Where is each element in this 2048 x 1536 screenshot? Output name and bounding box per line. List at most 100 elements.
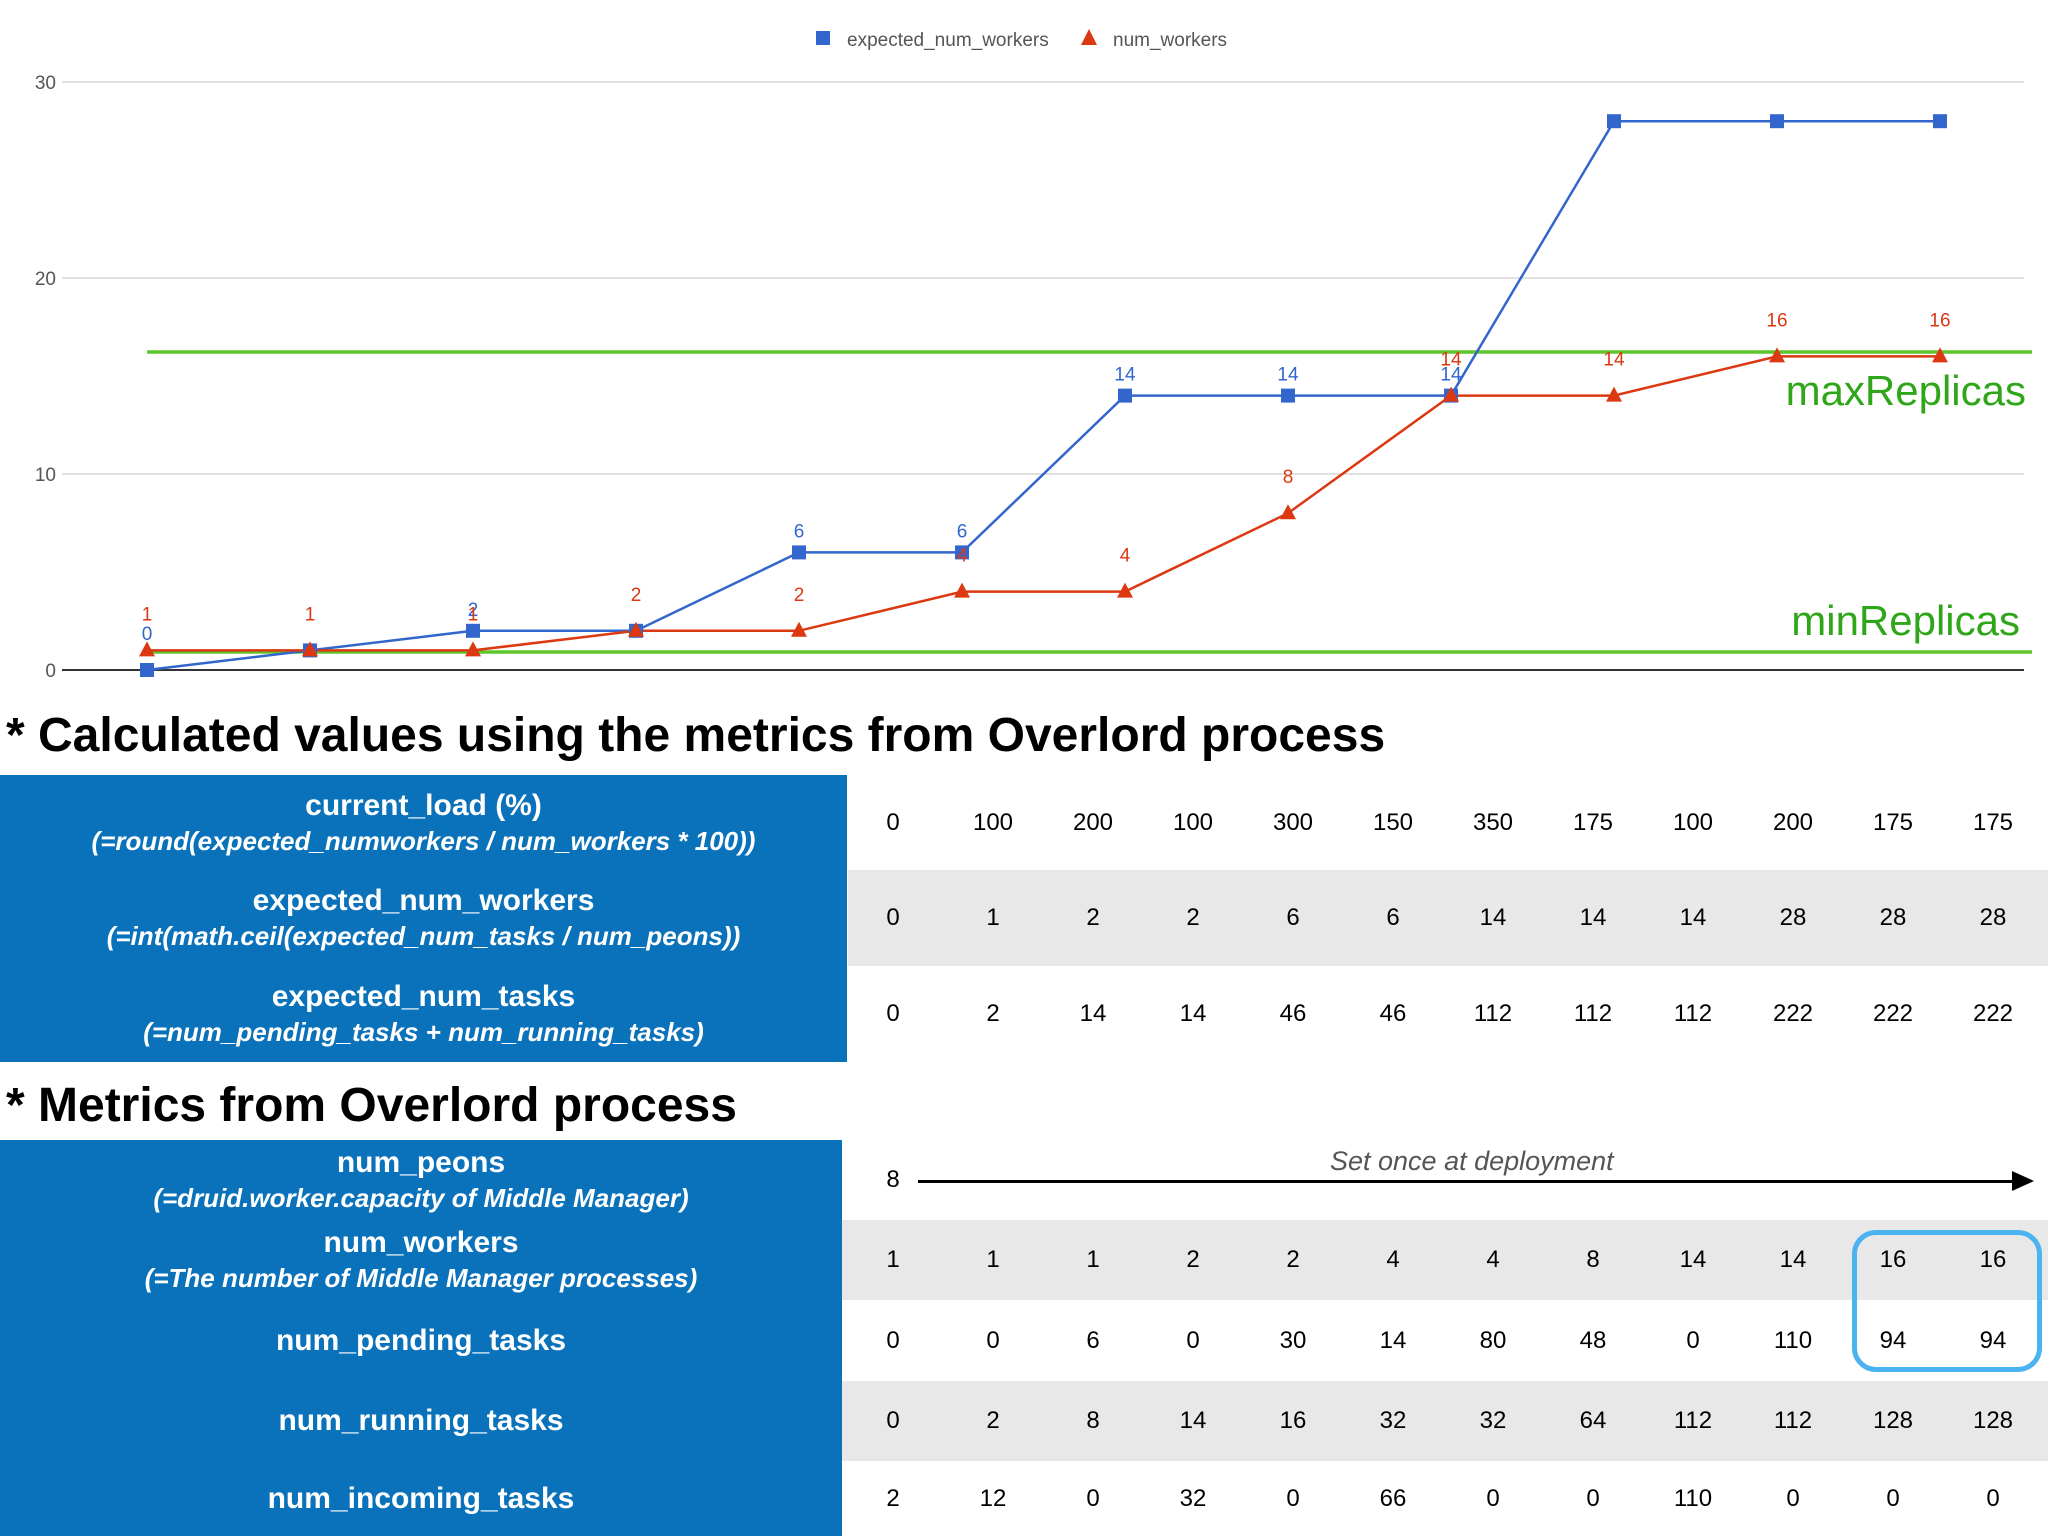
value-cell: 300 xyxy=(1272,808,1314,836)
num-peons-value: 8 xyxy=(886,1166,900,1193)
metric-formula: (=round(expected_numworkers / num_worker… xyxy=(91,825,756,856)
value-cell: 2 xyxy=(886,1484,900,1512)
point-num_workers xyxy=(1117,582,1133,598)
value-cell: 0 xyxy=(1786,1484,1800,1512)
value-cell: 14 xyxy=(1579,904,1607,931)
point-num_workers xyxy=(1932,347,1948,363)
value-cell: 0 xyxy=(886,1407,900,1434)
value-cell: 0 xyxy=(886,1000,900,1027)
value-cell: 0 xyxy=(1586,1484,1600,1512)
metric-name: num_workers xyxy=(323,1226,519,1259)
point-expected_num_workers xyxy=(792,545,806,560)
value-cell: 14 xyxy=(1479,904,1507,931)
metric-name: expected_num_tasks xyxy=(271,980,576,1013)
point-num_workers xyxy=(1769,347,1785,363)
section2-row-label-0: num_workers (=The number of Middle Manage… xyxy=(0,1220,842,1300)
value-cell: 2 xyxy=(1086,904,1100,931)
data-label-expected_num_workers: 6 xyxy=(794,521,805,542)
value-cell: 1 xyxy=(886,1246,900,1273)
highlight-box xyxy=(1852,1230,2042,1372)
value-cell: 94 xyxy=(1879,1326,1907,1354)
value-cell: 175 xyxy=(1572,808,1614,836)
value-cell: 1 xyxy=(986,904,1000,931)
data-label-num_workers: 2 xyxy=(794,585,805,606)
value-cell: 0 xyxy=(1986,1484,2000,1512)
data-label-num_workers: 14 xyxy=(1603,350,1625,371)
series-line-num_workers xyxy=(147,355,1940,652)
value-cell: 4 xyxy=(1486,1246,1500,1273)
value-cell: 4 xyxy=(1386,1246,1400,1273)
value-cell: 16 xyxy=(1979,1246,2007,1273)
section2-values-row-1: 0 0 6 0 30 14 80 48 0 110 94 94 xyxy=(842,1300,2048,1381)
value-cell: 46 xyxy=(1279,1000,1307,1027)
section2-values-row-2: 0 2 8 14 16 32 32 64 112 112 128 128 xyxy=(842,1381,2048,1461)
value-cell: 0 xyxy=(886,1326,900,1354)
section1-label-panel xyxy=(0,775,847,1062)
point-num_workers xyxy=(1280,504,1296,520)
section1-values-row-0: 0 100 200 100 300 150 350 175 100 200 175 175 xyxy=(848,775,2048,870)
value-cell: 200 xyxy=(1772,808,1814,836)
deployment-arrow-head xyxy=(2012,1171,2034,1191)
data-label-num_workers: 1 xyxy=(305,604,316,625)
section2-row-label-2: num_running_tasks xyxy=(0,1381,842,1461)
value-cell: 112 xyxy=(1773,1407,1813,1434)
value-cell: 222 xyxy=(1972,1000,2014,1027)
value-cell: 110 xyxy=(1773,1326,1813,1354)
value-cell: 175 xyxy=(1972,808,2014,836)
data-label-expected_num_workers: 14 xyxy=(1114,365,1136,386)
section1-row-label-1: expected_num_workers (=int(math.ceil(expe… xyxy=(0,870,847,966)
value-cell: 0 xyxy=(1886,1484,1900,1512)
metric-formula: (=int(math.ceil(expected_num_tasks / num… xyxy=(106,921,741,951)
value-cell: 66 xyxy=(1379,1484,1407,1512)
point-num_workers xyxy=(302,641,318,657)
point-num_workers xyxy=(628,621,644,637)
value-cell: 0 xyxy=(886,808,900,836)
section2-label-panel xyxy=(0,1140,842,1536)
value-cell: 8 xyxy=(1086,1407,1100,1434)
value-cell: 14 xyxy=(1079,1000,1107,1027)
section2-title: * Metrics from Overlord process xyxy=(6,1079,737,1132)
value-cell: 0 xyxy=(1486,1484,1500,1512)
metric-name: current_load (%) xyxy=(305,788,542,822)
value-cell: 2 xyxy=(986,1407,1000,1434)
data-label-num_workers: 2 xyxy=(631,585,642,606)
value-cell: 128 xyxy=(1972,1407,2014,1434)
point-num_workers xyxy=(791,621,807,637)
data-label-expected_num_workers: 14 xyxy=(1440,365,1462,386)
value-cell: 0 xyxy=(1686,1326,1700,1354)
value-cell: 14 xyxy=(1679,1246,1707,1273)
point-expected_num_workers xyxy=(1281,388,1295,403)
value-cell: 222 xyxy=(1772,1000,1814,1027)
value-cell: 0 xyxy=(886,904,900,931)
value-cell: 6 xyxy=(1286,904,1300,931)
metric-name: num_peons xyxy=(336,1146,506,1179)
value-cell: 100 xyxy=(1672,808,1714,836)
value-cell: 150 xyxy=(1372,808,1414,836)
value-cell: 30 xyxy=(1279,1326,1307,1354)
value-cell: 128 xyxy=(1872,1407,1914,1434)
point-expected_num_workers xyxy=(1118,388,1132,403)
data-label-num_workers: 4 xyxy=(957,546,968,567)
metric-name: num_pending_tasks xyxy=(275,1323,567,1357)
section2-values-row-0: 1 1 1 2 2 4 4 8 14 14 16 16 xyxy=(842,1220,2048,1300)
value-cell: 200 xyxy=(1072,808,1114,836)
value-cell: 94 xyxy=(1979,1326,2007,1354)
section2-row-label-peons: num_peons (=druid.worker.capacity of Midd… xyxy=(0,1140,842,1220)
value-cell: 32 xyxy=(1179,1484,1207,1512)
section1-row-label-2: expected_num_tasks (=num_pending_tasks + … xyxy=(0,966,847,1062)
y-tick-label: 10 xyxy=(35,465,56,486)
point-expected_num_workers xyxy=(1607,114,1621,129)
value-cell: 112 xyxy=(1573,1000,1613,1027)
data-label-expected_num_workers: 0 xyxy=(142,624,153,645)
data-label-num_workers: 14 xyxy=(1440,350,1462,371)
value-cell: 0 xyxy=(1286,1484,1300,1512)
value-cell: 1 xyxy=(986,1246,1000,1273)
value-cell: 14 xyxy=(1179,1000,1207,1027)
value-cell: 16 xyxy=(1879,1246,1907,1273)
value-cell: 222 xyxy=(1872,1000,1914,1027)
value-cell: 48 xyxy=(1579,1326,1607,1354)
value-cell: 112 xyxy=(1673,1000,1713,1027)
data-label-num_workers: 1 xyxy=(142,604,153,625)
value-cell: 6 xyxy=(1086,1326,1100,1354)
point-expected_num_workers xyxy=(466,623,480,638)
